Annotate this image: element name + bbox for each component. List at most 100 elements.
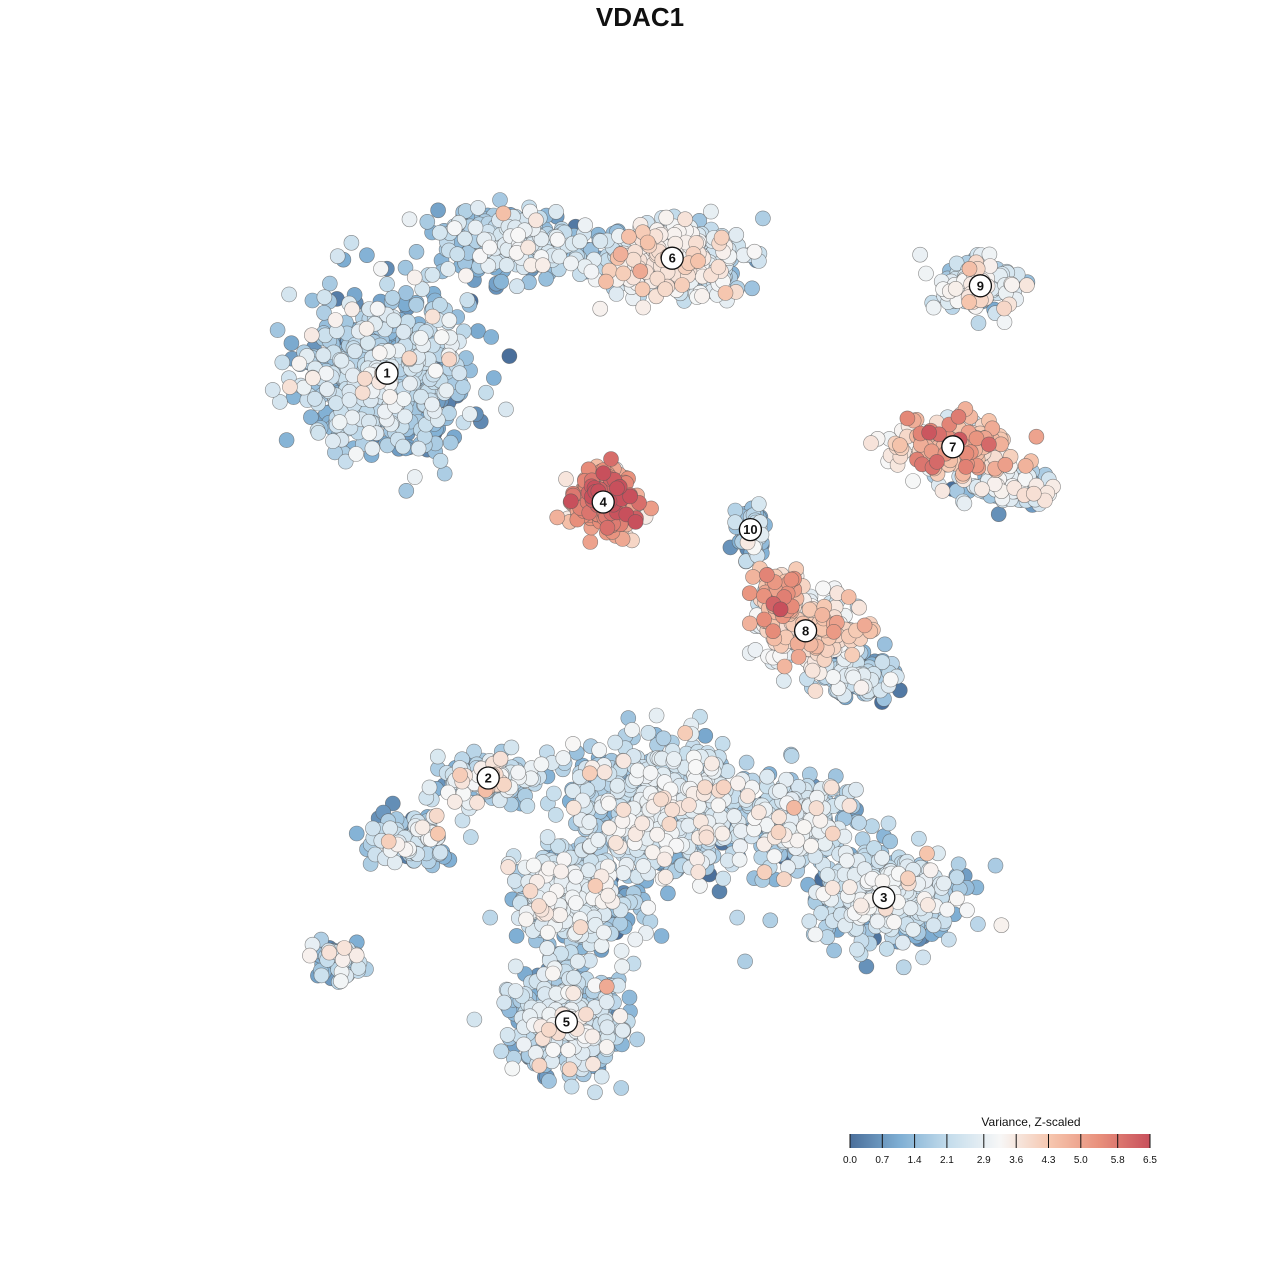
cell-point — [325, 433, 341, 449]
cell-point — [627, 931, 644, 948]
cell-point — [621, 228, 637, 245]
cell-point — [498, 257, 515, 273]
cell-point — [640, 899, 657, 916]
cell-point — [713, 229, 730, 246]
cell-point — [591, 742, 608, 758]
cell-point — [987, 857, 1004, 874]
cell-point — [587, 1084, 603, 1101]
cell-point — [729, 909, 746, 926]
cell-point — [653, 928, 670, 944]
cell-point — [584, 1028, 601, 1045]
cell-point — [841, 879, 858, 896]
cell-point — [313, 967, 330, 984]
cell-point — [653, 791, 669, 808]
cell-point — [382, 820, 398, 837]
cell-point — [755, 210, 771, 227]
cell-point — [282, 379, 298, 395]
cell-point — [398, 285, 414, 301]
cell-point — [714, 735, 731, 752]
cell-point — [692, 877, 708, 894]
cell-point — [359, 247, 375, 263]
cell-point — [639, 234, 656, 251]
cell-point — [385, 312, 402, 329]
cell-point — [571, 233, 588, 250]
cell-point — [732, 838, 748, 855]
cell-point — [509, 278, 525, 295]
cell-point — [333, 352, 350, 369]
cell-point — [750, 804, 767, 821]
cell-point — [615, 265, 632, 282]
cell-point — [882, 671, 899, 688]
cell-point — [950, 856, 967, 873]
cell-point — [348, 825, 365, 842]
cell-point — [640, 724, 657, 741]
cell-point — [361, 425, 378, 441]
cell-point — [657, 869, 674, 885]
cell-point — [565, 969, 582, 986]
cell-point — [549, 231, 566, 248]
cell-point — [310, 424, 327, 441]
cell-point — [642, 765, 659, 781]
cell-points — [264, 192, 1061, 1101]
cell-point — [558, 471, 574, 487]
cell-point — [561, 1061, 578, 1078]
cell-point — [482, 909, 499, 926]
cell-point — [993, 917, 1010, 934]
cell-point — [677, 725, 694, 741]
cell-point — [555, 750, 572, 766]
cell-point — [624, 722, 640, 738]
cell-point — [429, 748, 446, 765]
cell-point — [531, 1057, 548, 1074]
cell-point — [661, 816, 678, 832]
cell-point — [863, 435, 879, 451]
cell-point — [546, 785, 562, 802]
cell-point — [1019, 277, 1035, 294]
cell-point — [766, 848, 783, 865]
cell-point — [737, 953, 753, 970]
cell-point — [316, 289, 333, 306]
cell-point — [1026, 485, 1042, 502]
cell-point — [934, 483, 951, 499]
cell-point — [593, 937, 610, 954]
cell-point — [961, 260, 978, 277]
cell-point — [848, 781, 864, 798]
cell-point — [560, 1042, 577, 1058]
cell-point — [492, 750, 509, 767]
cell-point — [402, 375, 418, 392]
cell-point — [715, 870, 732, 887]
cell-point — [432, 452, 449, 469]
cell-point — [601, 819, 617, 836]
cell-point — [956, 495, 973, 512]
cell-point — [515, 1036, 532, 1053]
cell-point — [744, 280, 760, 297]
cell-point — [504, 1060, 521, 1077]
cell-point — [864, 818, 880, 835]
cell-point — [920, 897, 936, 913]
cell-point — [428, 807, 445, 824]
cell-point — [598, 273, 614, 290]
cell-point — [614, 1022, 631, 1039]
cell-point — [915, 949, 931, 966]
cell-point — [598, 1039, 615, 1055]
cell-point — [690, 253, 706, 269]
cell-point — [648, 707, 665, 724]
cell-point — [344, 301, 360, 318]
cell-point — [406, 269, 423, 286]
cell-point — [483, 329, 500, 345]
cell-point — [974, 481, 990, 498]
cell-point — [587, 878, 604, 894]
cell-point — [466, 1011, 483, 1028]
cell-point — [703, 203, 719, 220]
cell-point — [569, 953, 586, 970]
cell-point — [578, 1006, 594, 1023]
cell-point — [786, 799, 802, 816]
cell-point — [823, 779, 840, 796]
cell-point — [1028, 428, 1045, 445]
cell-point — [441, 312, 458, 329]
cell-point — [455, 379, 471, 395]
cell-point — [498, 401, 514, 418]
cell-point — [470, 323, 486, 339]
cell-point — [305, 370, 321, 386]
cell-point — [1004, 277, 1020, 293]
cell-point — [615, 753, 632, 769]
